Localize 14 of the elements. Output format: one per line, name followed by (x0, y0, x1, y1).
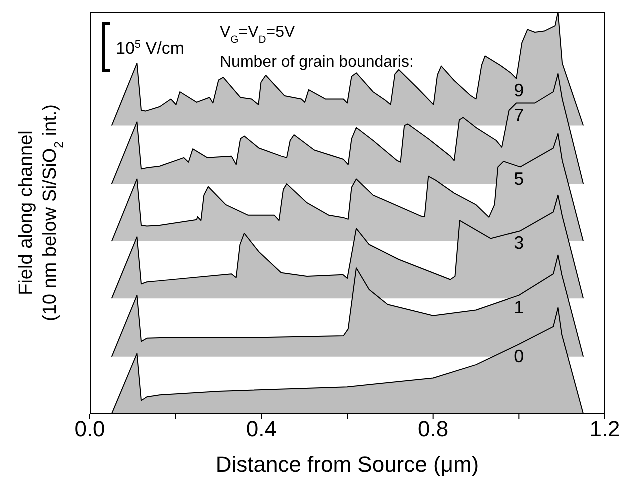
x-axis-title: Distance from Source (μm) (216, 452, 480, 477)
annotation: V$_{G}$=V$_{D}$=5V (220, 24, 296, 46)
x-tick-label: 1.2 (590, 416, 620, 442)
x-tick-label: 0.8 (418, 416, 449, 442)
series-label: 9 (514, 80, 524, 101)
x-tick-label: 0.0 (74, 416, 106, 442)
annotation: Number of grain boundaris: (220, 54, 414, 71)
series-label: 5 (514, 169, 524, 190)
annotation: 10$^{5}$ V/cm (116, 39, 185, 58)
series-label: 0 (514, 346, 524, 366)
x-tick-label: 0.4 (246, 416, 277, 442)
series-label: 3 (514, 233, 524, 254)
series-label: 1 (514, 297, 524, 318)
series-label: 7 (514, 105, 524, 126)
